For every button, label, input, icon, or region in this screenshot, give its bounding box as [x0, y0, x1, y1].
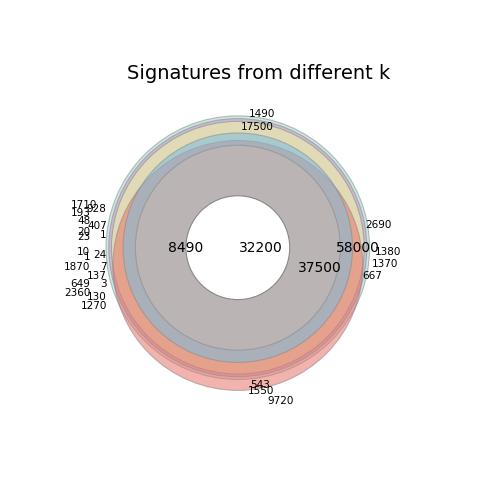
Text: 9720: 9720 [268, 396, 294, 406]
Text: 1: 1 [100, 230, 107, 240]
Text: 2690: 2690 [365, 220, 391, 230]
Text: 24: 24 [93, 250, 107, 260]
Text: 1490: 1490 [249, 109, 275, 118]
Text: 130: 130 [87, 292, 107, 302]
Title: Signatures from different k: Signatures from different k [127, 65, 390, 84]
Circle shape [136, 145, 340, 350]
Text: 1380: 1380 [374, 247, 401, 258]
Text: 137: 137 [87, 271, 107, 281]
Text: 1710: 1710 [71, 200, 97, 210]
Text: 48: 48 [77, 216, 90, 226]
Text: 1270: 1270 [80, 301, 107, 311]
Text: 193: 193 [71, 208, 90, 218]
Text: 543: 543 [250, 380, 270, 390]
Circle shape [123, 133, 352, 362]
Text: 1870: 1870 [64, 262, 90, 272]
Text: 3: 3 [100, 279, 107, 289]
Circle shape [186, 196, 290, 299]
Text: 1550: 1550 [247, 386, 274, 396]
Circle shape [109, 118, 367, 377]
Text: 1: 1 [84, 252, 90, 262]
Circle shape [111, 121, 364, 374]
Text: 667: 667 [362, 271, 382, 281]
Text: 7: 7 [100, 262, 107, 272]
Text: 20: 20 [77, 227, 90, 237]
Text: 37500: 37500 [298, 261, 342, 275]
Text: 407: 407 [87, 221, 107, 231]
Text: 8490: 8490 [168, 241, 204, 255]
Text: 928: 928 [87, 204, 107, 214]
Circle shape [106, 116, 369, 380]
Text: 23: 23 [77, 232, 90, 242]
Text: 649: 649 [71, 279, 90, 289]
Circle shape [113, 141, 363, 391]
Text: 58000: 58000 [336, 241, 380, 255]
Text: 2360: 2360 [64, 288, 90, 298]
Text: 17500: 17500 [240, 121, 274, 132]
Text: 32200: 32200 [239, 241, 283, 255]
Text: 10: 10 [77, 247, 90, 258]
Text: 1370: 1370 [371, 259, 398, 269]
